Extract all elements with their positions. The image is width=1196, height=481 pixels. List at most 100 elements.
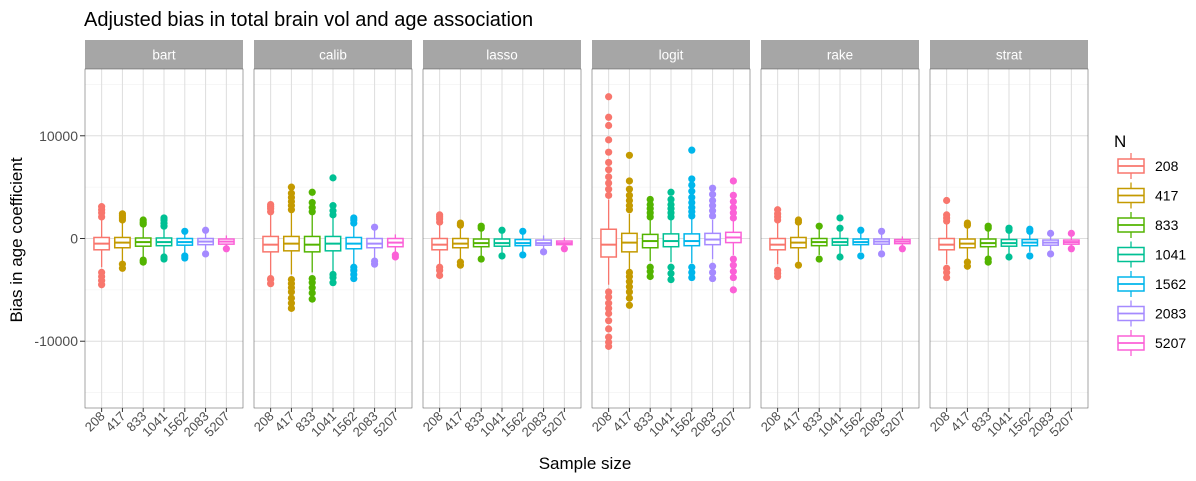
legend-entry-1562: 1562 [1117,271,1186,297]
legend-label: 417 [1155,188,1179,204]
outlier-point [667,188,675,196]
outlier-point [943,211,951,219]
boxplot-1041 [155,214,173,263]
outlier-point [287,183,296,191]
outlier-point [815,255,823,263]
outlier-point [605,191,613,199]
outlier-point [836,253,844,261]
boxplot-1562 [852,226,870,260]
outlier-point [605,325,613,333]
y-tick-label: -10000 [34,333,78,349]
outlier-point [625,268,634,276]
boxplot-1041 [324,174,342,287]
outlier-point [1026,225,1034,233]
outlier-point [943,196,951,205]
outlier-point [456,258,465,266]
legend-entry-208: 208 [1117,153,1179,179]
boxplot-833 [303,188,321,303]
x-tick-label: 5207 [539,409,570,440]
outlier-point [605,293,613,301]
x-tick-label: 5207 [370,409,401,440]
outlier-point [984,255,992,263]
outlier-point [477,222,485,230]
outlier-point [877,250,886,258]
boxplot-5207 [893,236,911,253]
outlier-point [667,275,675,284]
outlier-point [984,222,992,230]
boxplot-833 [810,222,828,263]
outlier-point [708,212,717,220]
outlier-point [729,177,737,185]
outlier-point [181,227,189,235]
outlier-point [160,255,168,263]
outlier-point [181,254,189,262]
outlier-point [625,294,634,302]
x-tick-label: 5207 [708,409,739,440]
boxplot-417 [958,219,976,270]
boxplot-1041 [1000,224,1018,261]
outlier-point [267,274,275,283]
outlier-point [329,207,337,215]
outlier-point [625,177,634,185]
boxplot-1562 [514,227,532,259]
boxplot-417 [789,216,807,269]
outlier-point [605,93,613,101]
outlier-point [308,198,316,207]
outlier-point [605,121,613,130]
outlier-point [729,197,737,206]
outlier-point [519,251,527,259]
boxplot-208 [93,203,111,289]
outlier-point [625,202,634,210]
boxplot-2083 [366,223,384,268]
legend-entry-2083: 2083 [1117,300,1186,327]
outlier-point [605,179,613,187]
outlier-point [625,196,634,205]
outlier-point [605,136,613,144]
outlier-point [1067,229,1075,237]
outlier-point [605,166,613,174]
outlier-point [370,223,379,231]
outlier-point [794,216,803,224]
outlier-point [667,195,675,204]
outlier-point [688,273,696,282]
outlier-point [436,211,444,219]
outlier-point [498,226,506,234]
outlier-point [943,264,951,272]
outlier-point [329,174,337,182]
legend-label: 2083 [1155,306,1186,322]
facet-strip [85,40,243,69]
outlier-point [118,210,127,218]
outlier-point [118,264,127,272]
outlier-point [625,301,634,309]
facet-strip-label: rake [827,48,853,63]
boxplot-5207 [386,234,404,261]
outlier-point [605,148,613,156]
outlier-point [329,270,337,279]
outlier-point [605,317,613,325]
outlier-point [605,338,613,346]
outlier-point [625,288,634,296]
outlier-point [688,268,696,276]
outlier-point [708,202,717,210]
outlier-point [877,227,886,235]
outlier-point [708,196,717,205]
boxplot-208 [600,93,618,350]
outlier-point [667,269,675,278]
boxplot-2083 [873,227,891,258]
outlier-point [625,185,634,193]
boxplot-1041 [831,214,849,261]
outlier-point [201,250,210,258]
outlier-point [1067,245,1075,253]
x-tick-label: 5207 [877,409,908,440]
boxplot-2083 [535,235,553,256]
outlier-point [729,261,737,269]
outlier-point [605,309,613,318]
outlier-point [729,204,737,212]
outlier-point [370,257,379,265]
boxplot-1562 [345,214,363,283]
outlier-point [308,295,316,303]
boxplot-833 [641,195,659,281]
